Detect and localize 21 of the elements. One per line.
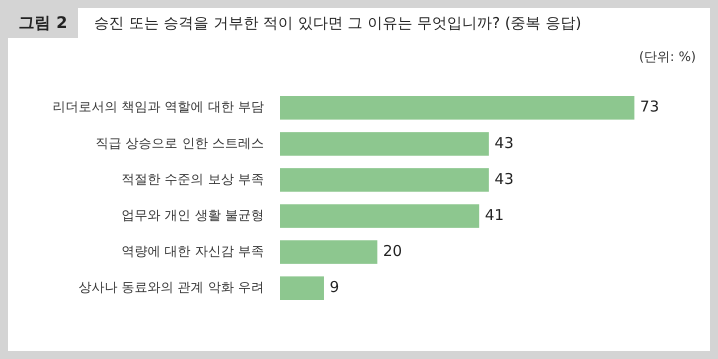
text: (단위: %) xyxy=(638,49,696,66)
bar xyxy=(280,168,489,192)
data-label: 73 xyxy=(640,98,660,116)
y-tick-label: 적절한 수준의 보상 부족 xyxy=(122,172,264,188)
bar xyxy=(280,240,378,264)
y-tick-label: 리더로서의 책임과 역할에 대한 부담 xyxy=(52,100,264,116)
y-tick-label: 직급 상승으로 인한 스트레스 xyxy=(96,136,264,152)
data-label: 20 xyxy=(383,242,402,260)
bar xyxy=(280,96,634,120)
data-label: 9 xyxy=(330,278,340,296)
bar xyxy=(280,132,489,156)
y-tick-label: 역량에 대한 자신감 부족 xyxy=(122,244,264,260)
bar xyxy=(280,276,324,300)
data-label: 43 xyxy=(494,134,514,152)
y-tick-label: 상사나 동료와의 관계 악화 우려 xyxy=(78,280,264,296)
caption: 그림 2 xyxy=(8,8,78,38)
data-label: 43 xyxy=(494,170,514,188)
data-label: 41 xyxy=(484,206,504,224)
chart-title: 승진 또는 승격을 거부한 적이 있다면 그 이유는 무엇입니까? (중복 응답) xyxy=(94,13,582,34)
y-tick-label: 업무와 개인 생활 불균형 xyxy=(122,208,264,224)
bar xyxy=(280,204,480,228)
